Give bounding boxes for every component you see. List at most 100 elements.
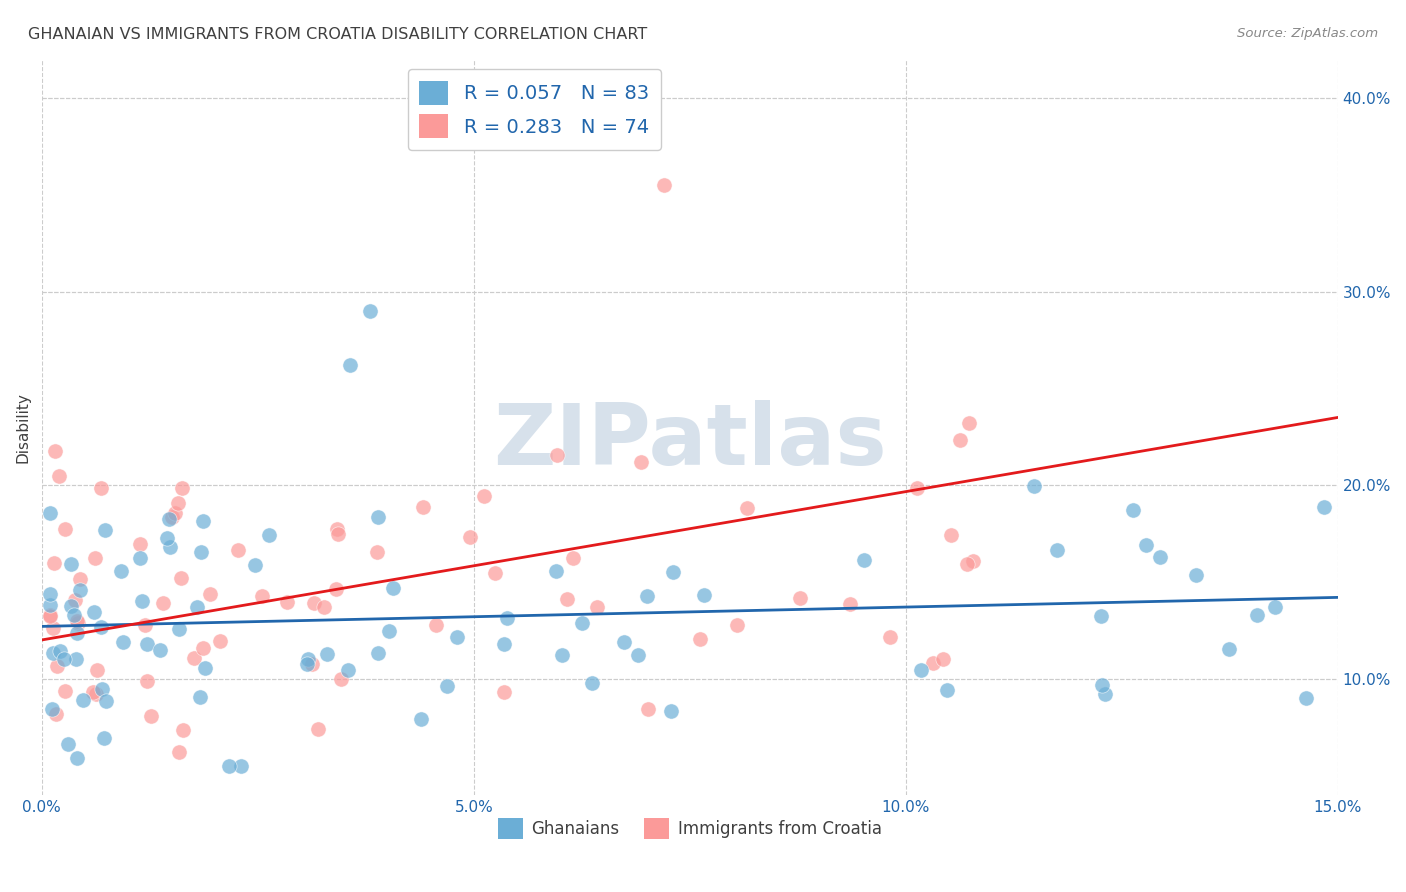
- Immigrants from Croatia: [163, 506, 186, 520]
- Immigrants from Croatia: [53, 522, 76, 536]
- Ghanaians: [131, 594, 153, 608]
- Ghanaians: [381, 581, 404, 595]
- Immigrants from Croatia: [725, 618, 748, 632]
- Ghanaians: [136, 637, 159, 651]
- Ghanaians: [1295, 690, 1317, 705]
- Immigrants from Croatia: [957, 416, 980, 430]
- Text: ZIPatlas: ZIPatlas: [494, 401, 887, 483]
- Immigrants from Croatia: [44, 443, 66, 458]
- Ghanaians: [1135, 538, 1157, 552]
- Immigrants from Croatia: [328, 527, 350, 541]
- Ghanaians: [446, 630, 468, 644]
- Ghanaians: [194, 661, 217, 675]
- Ghanaians: [42, 646, 65, 660]
- Immigrants from Croatia: [166, 496, 188, 510]
- Ghanaians: [1218, 642, 1240, 657]
- Ghanaians: [496, 611, 519, 625]
- Ghanaians: [128, 551, 150, 566]
- Immigrants from Croatia: [586, 599, 609, 614]
- Immigrants from Croatia: [494, 684, 516, 698]
- Ghanaians: [159, 540, 181, 554]
- Immigrants from Croatia: [956, 557, 979, 571]
- Immigrants from Croatia: [66, 615, 89, 630]
- Immigrants from Croatia: [735, 500, 758, 515]
- Ghanaians: [1122, 503, 1144, 517]
- Immigrants from Croatia: [412, 500, 434, 515]
- Ghanaians: [581, 675, 603, 690]
- Ghanaians: [661, 565, 683, 579]
- Ghanaians: [111, 634, 134, 648]
- Ghanaians: [110, 564, 132, 578]
- Ghanaians: [910, 663, 932, 677]
- Immigrants from Croatia: [314, 599, 336, 614]
- Ghanaians: [53, 652, 76, 666]
- Ghanaians: [48, 644, 70, 658]
- Ghanaians: [188, 690, 211, 704]
- Immigrants from Croatia: [198, 587, 221, 601]
- Ghanaians: [613, 635, 636, 649]
- Ghanaians: [316, 647, 339, 661]
- Immigrants from Croatia: [546, 448, 568, 462]
- Immigrants from Croatia: [39, 609, 62, 624]
- Immigrants from Croatia: [84, 687, 107, 701]
- Immigrants from Croatia: [555, 591, 578, 606]
- Immigrants from Croatia: [63, 593, 86, 607]
- Ghanaians: [367, 509, 389, 524]
- Immigrants from Croatia: [907, 481, 929, 495]
- Ghanaians: [1184, 567, 1206, 582]
- Ghanaians: [69, 582, 91, 597]
- Immigrants from Croatia: [879, 630, 901, 644]
- Ghanaians: [1246, 608, 1268, 623]
- Y-axis label: Disability: Disability: [15, 392, 30, 463]
- Ghanaians: [218, 758, 240, 772]
- Immigrants from Croatia: [53, 684, 76, 698]
- Ghanaians: [149, 643, 172, 657]
- Immigrants from Croatia: [152, 596, 174, 610]
- Ghanaians: [60, 599, 83, 613]
- Ghanaians: [544, 564, 567, 578]
- Immigrants from Croatia: [325, 582, 347, 596]
- Ghanaians: [627, 648, 650, 662]
- Ghanaians: [936, 682, 959, 697]
- Immigrants from Croatia: [160, 510, 183, 524]
- Immigrants from Croatia: [86, 663, 108, 677]
- Immigrants from Croatia: [48, 468, 70, 483]
- Immigrants from Croatia: [276, 595, 298, 609]
- Ghanaians: [193, 514, 215, 528]
- Ghanaians: [359, 304, 381, 318]
- Ghanaians: [636, 589, 658, 603]
- Ghanaians: [83, 605, 105, 619]
- Immigrants from Croatia: [90, 481, 112, 495]
- Ghanaians: [693, 588, 716, 602]
- Immigrants from Croatia: [561, 550, 583, 565]
- Ghanaians: [1313, 500, 1336, 514]
- Immigrants from Croatia: [425, 618, 447, 632]
- Immigrants from Croatia: [652, 178, 675, 193]
- Ghanaians: [190, 545, 212, 559]
- Immigrants from Croatia: [46, 659, 69, 673]
- Immigrants from Croatia: [484, 566, 506, 580]
- Ghanaians: [1046, 543, 1069, 558]
- Immigrants from Croatia: [45, 706, 67, 721]
- Ghanaians: [157, 512, 180, 526]
- Ghanaians: [852, 553, 875, 567]
- Immigrants from Croatia: [193, 641, 215, 656]
- Ghanaians: [409, 712, 432, 726]
- Immigrants from Croatia: [922, 656, 945, 670]
- Ghanaians: [1022, 479, 1045, 493]
- Ghanaians: [551, 648, 574, 662]
- Immigrants from Croatia: [82, 684, 104, 698]
- Ghanaians: [93, 523, 115, 537]
- Ghanaians: [336, 663, 359, 677]
- Ghanaians: [66, 626, 89, 640]
- Ghanaians: [1090, 678, 1112, 692]
- Text: GHANAIAN VS IMMIGRANTS FROM CROATIA DISABILITY CORRELATION CHART: GHANAIAN VS IMMIGRANTS FROM CROATIA DISA…: [28, 27, 647, 42]
- Ghanaians: [39, 506, 62, 520]
- Immigrants from Croatia: [66, 614, 89, 628]
- Ghanaians: [259, 528, 281, 542]
- Immigrants from Croatia: [139, 708, 162, 723]
- Ghanaians: [297, 652, 319, 666]
- Immigrants from Croatia: [939, 528, 962, 542]
- Immigrants from Croatia: [458, 530, 481, 544]
- Ghanaians: [436, 679, 458, 693]
